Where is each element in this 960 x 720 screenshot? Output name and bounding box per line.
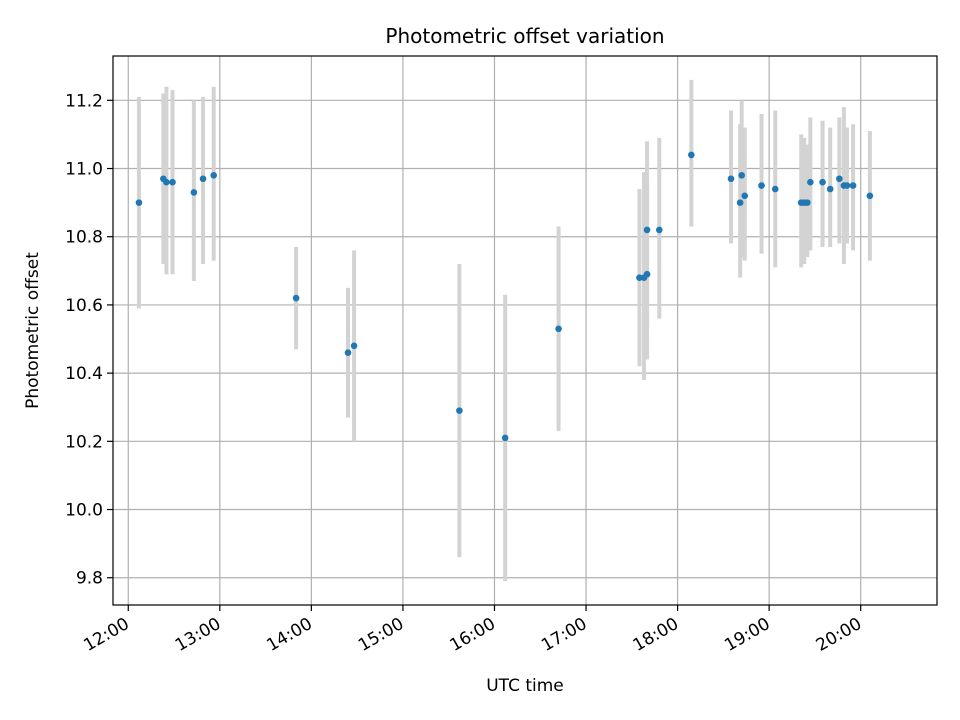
y-tick-label: 10.0 xyxy=(65,501,103,521)
y-tick-label: 10.2 xyxy=(65,432,103,452)
data-point xyxy=(350,342,358,350)
data-point xyxy=(199,175,207,183)
data-point xyxy=(843,182,851,189)
x-axis-label: UTC time xyxy=(486,676,564,696)
data-point xyxy=(344,349,352,356)
data-point xyxy=(169,178,176,186)
y-tick-label: 10.6 xyxy=(65,296,103,316)
data-point xyxy=(819,178,826,186)
grid xyxy=(113,56,937,605)
data-point xyxy=(190,189,198,196)
plot-frame xyxy=(112,55,938,606)
data-point xyxy=(501,434,509,442)
y-tick-label: 11.2 xyxy=(65,91,103,111)
data-point xyxy=(849,182,857,189)
data-point xyxy=(555,325,562,333)
data-point xyxy=(292,294,300,302)
data-point xyxy=(738,172,745,179)
data-point xyxy=(866,192,874,200)
data-point xyxy=(803,199,811,206)
y-axis-label: Photometric offset xyxy=(23,252,43,409)
data-point xyxy=(836,175,843,183)
data-point xyxy=(643,270,651,278)
data-point xyxy=(643,226,651,234)
data-point xyxy=(688,151,695,159)
chart-title: Photometric offset variation xyxy=(385,24,664,48)
data-point xyxy=(655,226,663,234)
data-point xyxy=(210,172,218,179)
data-point xyxy=(826,185,834,193)
data-point xyxy=(741,192,749,200)
data-point xyxy=(456,407,463,414)
data-point xyxy=(727,175,735,183)
y-tick-label: 10.8 xyxy=(65,228,103,248)
data-point xyxy=(758,182,765,189)
data-point xyxy=(736,199,744,206)
data-point xyxy=(163,178,170,186)
data-point xyxy=(807,178,814,186)
data-point xyxy=(135,199,143,206)
y-tick-label: 10.4 xyxy=(65,364,103,384)
data-point xyxy=(771,185,779,193)
data-points xyxy=(135,151,874,442)
y-tick-label: 11.0 xyxy=(65,160,103,180)
y-tick-label: 9.8 xyxy=(76,569,103,589)
data-point xyxy=(636,274,643,281)
